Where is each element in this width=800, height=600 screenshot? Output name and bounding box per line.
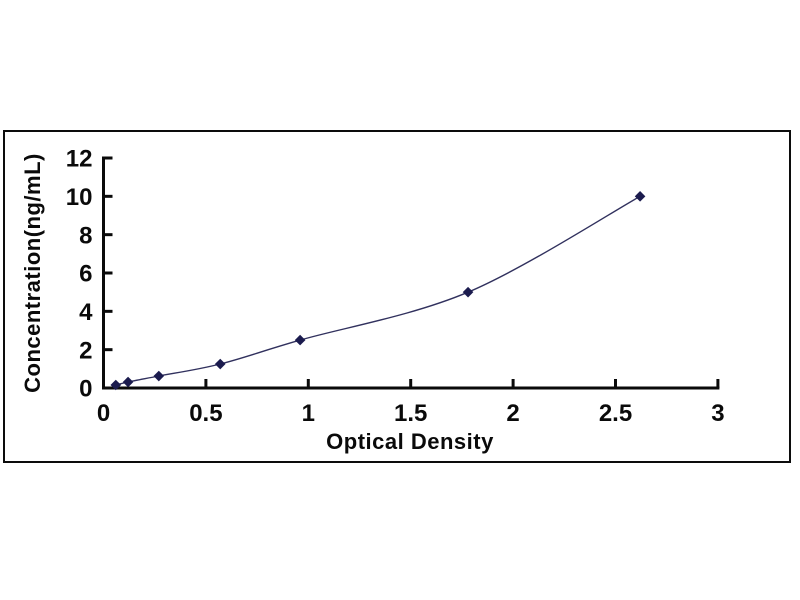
y-tick-label: 6 [79, 261, 92, 288]
x-axis-title: Optical Density [326, 429, 494, 454]
data-point-marker [634, 191, 646, 202]
chart-frame [3, 130, 791, 463]
x-tick-label: 3 [711, 400, 724, 427]
data-point-marker [153, 370, 165, 382]
x-tick-label: 0 [97, 400, 110, 427]
data-point-marker [294, 334, 306, 346]
y-tick-label: 8 [79, 222, 92, 249]
x-tick-label: 1.5 [394, 400, 427, 427]
data-point-marker [122, 376, 134, 388]
x-tick-label: 0.5 [189, 400, 222, 427]
x-tick-label: 2 [506, 400, 519, 427]
data-point-marker [110, 379, 122, 391]
data-point-marker [214, 358, 226, 370]
y-tick-label: 4 [79, 299, 93, 326]
x-tick-label: 2.5 [599, 400, 632, 427]
y-tick-label: 10 [66, 184, 93, 211]
data-point-marker [462, 286, 474, 298]
y-axis-title: Concentration(ng/mL) [20, 153, 45, 393]
y-tick-label: 12 [66, 146, 93, 173]
y-tick-label: 2 [79, 337, 92, 364]
series-curve [115, 195, 641, 386]
y-tick-label: 0 [79, 376, 92, 403]
x-tick-label: 1 [302, 400, 315, 427]
